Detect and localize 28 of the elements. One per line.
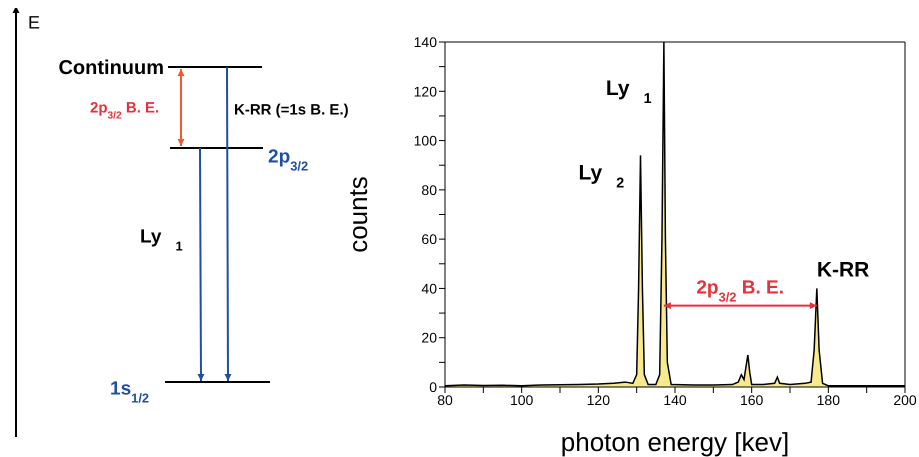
y-tick-label: 100 (414, 132, 438, 149)
x-tick-label: 200 (893, 392, 917, 408)
x-tick-label: 120 (586, 392, 610, 408)
annotation: K-RR (816, 258, 870, 282)
x-axis-title: photon energy [kev] (560, 427, 790, 457)
annotation: Ly$_{1}$ (606, 77, 652, 107)
text: 2p$_{3/2}$ B. E. (90, 99, 160, 121)
y-tick-label: 20 (421, 330, 438, 346)
text: Continuum (58, 57, 164, 79)
x-tick-label: 100 (510, 392, 534, 408)
text: Ly$_{1}$ (140, 226, 183, 254)
y-tick-label: 140 (414, 34, 438, 50)
y-tick-label: 60 (421, 231, 438, 248)
annotation: Ly$_{2}$ (578, 161, 624, 192)
x-tick-label: 80 (437, 392, 453, 408)
y-tick-label: 80 (421, 182, 438, 198)
text: 2p$_{3/2}$ (268, 146, 308, 174)
y-axis-title: counts (343, 176, 374, 253)
y-tick-label: 0 (429, 378, 438, 395)
x-tick-label: 160 (740, 392, 764, 408)
x-tick-label: 140 (663, 392, 687, 408)
x-tick-label: 180 (816, 392, 840, 408)
text: E (28, 12, 40, 32)
y-tick-label: 120 (414, 83, 438, 100)
y-tick-label: 40 (421, 280, 438, 296)
annotation: 2p$_{3/2}$ B. E. (696, 278, 784, 304)
text: K-RR (=1s B. E.) (234, 101, 349, 118)
text: 1s$_{1/2}$ (110, 378, 150, 406)
